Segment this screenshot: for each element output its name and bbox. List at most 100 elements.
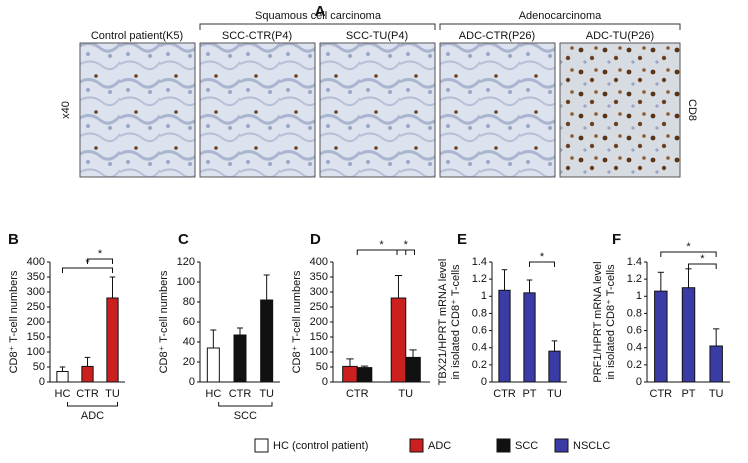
x-tick-label: HC xyxy=(205,388,221,400)
micrograph xyxy=(79,42,196,178)
y-tick-label: 300 xyxy=(310,286,328,298)
y-tick-label: 1.2 xyxy=(627,273,642,285)
x-tick-label: CTR xyxy=(229,388,252,400)
panel-letter: D xyxy=(310,231,321,248)
y-tick-label: 0 xyxy=(189,376,195,388)
image-label: ADC-CTR(P26) xyxy=(459,30,535,42)
legend: HC (control patient) ADC SCC NSCLC xyxy=(254,438,610,453)
legend-swatch xyxy=(554,438,569,453)
bar xyxy=(81,365,94,383)
y-tick-label: 1.2 xyxy=(472,273,487,285)
significance-star: * xyxy=(700,253,705,265)
bar xyxy=(548,350,561,383)
y-tick-label: 0 xyxy=(636,376,642,388)
x-tick-label: PT xyxy=(522,388,536,400)
micrograph xyxy=(199,42,316,178)
bar xyxy=(654,290,668,383)
legend-swatch xyxy=(496,438,511,453)
y-axis-label: CD8⁺ T-cell numbers xyxy=(158,270,170,373)
group-bracket xyxy=(67,402,118,407)
significance-star: * xyxy=(98,248,103,260)
significance-bracket xyxy=(396,249,415,255)
legend-label: NSCLC xyxy=(573,440,610,452)
bar xyxy=(681,287,696,383)
x-tick-label: TU xyxy=(709,388,724,400)
y-tick-label: 0 xyxy=(39,376,45,388)
y-tick-label: 0 xyxy=(481,376,487,388)
y-tick-label: 40 xyxy=(183,336,195,348)
group-label: ADC xyxy=(81,410,104,422)
y-tick-label: 150 xyxy=(310,331,328,343)
significance-bracket xyxy=(529,261,555,267)
y-tick-label: 0.2 xyxy=(472,359,487,371)
group-bracket xyxy=(199,23,681,30)
x-tick-label: TU xyxy=(105,388,120,400)
bar xyxy=(498,289,511,383)
x-tick-label: PT xyxy=(681,388,695,400)
y-tick-label: 250 xyxy=(310,301,328,313)
y-tick-label: 0.4 xyxy=(472,342,487,354)
significance-bracket xyxy=(688,263,717,269)
y-tick-label: 250 xyxy=(27,301,45,313)
image-label: ADC-TU(P26) xyxy=(586,30,654,42)
significance-star: * xyxy=(686,241,691,253)
x-tick-label: CTR xyxy=(493,388,516,400)
y-axis-label: PRF1/HPRT mRNA level xyxy=(592,261,604,382)
magnification: x40 xyxy=(60,101,72,119)
y-tick-label: 60 xyxy=(183,316,195,328)
group-bracket xyxy=(218,402,273,407)
bar xyxy=(56,371,69,383)
significance-star: * xyxy=(404,239,409,251)
panel-letter: F xyxy=(612,231,621,248)
micrograph xyxy=(439,42,556,178)
y-tick-label: 100 xyxy=(310,346,328,358)
image-label: SCC-CTR(P4) xyxy=(222,30,292,42)
bar xyxy=(233,334,247,383)
bar xyxy=(342,365,358,383)
micrograph xyxy=(559,42,681,178)
group-label: Adenocarcinoma xyxy=(519,10,602,22)
y-tick-label: 0.6 xyxy=(472,324,487,336)
y-tick-label: 50 xyxy=(316,361,328,373)
y-tick-label: 0 xyxy=(322,376,328,388)
y-tick-label: 50 xyxy=(33,361,45,373)
y-tick-label: 400 xyxy=(310,256,328,268)
x-tick-label: CTR xyxy=(346,388,369,400)
legend-label: SCC xyxy=(515,440,538,452)
y-tick-label: 300 xyxy=(27,286,45,298)
stain-label: CD8 xyxy=(686,99,698,121)
bar xyxy=(356,367,373,383)
legend-label: ADC xyxy=(428,440,451,452)
x-tick-label: TU xyxy=(547,388,562,400)
x-tick-label: HC xyxy=(55,388,71,400)
y-tick-label: 20 xyxy=(183,356,195,368)
significance-bracket xyxy=(356,249,407,255)
bar xyxy=(390,297,407,383)
bar xyxy=(709,345,723,383)
y-tick-label: 150 xyxy=(27,331,45,343)
y-tick-label: 350 xyxy=(310,271,328,283)
y-tick-label: 120 xyxy=(177,256,195,268)
y-tick-label: 400 xyxy=(27,256,45,268)
legend-swatch xyxy=(409,438,424,453)
panel-letter: A xyxy=(315,3,326,20)
y-tick-label: 100 xyxy=(27,346,45,358)
y-tick-label: 1.4 xyxy=(627,256,642,268)
significance-star: * xyxy=(379,239,384,251)
y-axis-label: TBX21/HPRT mRNA level xyxy=(437,259,449,386)
y-tick-label: 0.8 xyxy=(472,307,487,319)
x-tick-label: TU xyxy=(259,388,274,400)
y-tick-label: 0.2 xyxy=(627,359,642,371)
image-label: SCC-TU(P4) xyxy=(346,30,408,42)
bar xyxy=(260,299,274,383)
y-axis-label: CD8⁺ T-cell numbers xyxy=(8,270,20,373)
bar xyxy=(206,347,220,383)
significance-bracket xyxy=(660,251,717,257)
y-axis-label: CD8⁺ T-cell numbers xyxy=(291,270,303,373)
panel-letter: C xyxy=(178,231,189,248)
panel-letter: E xyxy=(457,231,467,248)
y-tick-label: 1 xyxy=(481,290,487,302)
significance-bracket xyxy=(87,258,113,264)
